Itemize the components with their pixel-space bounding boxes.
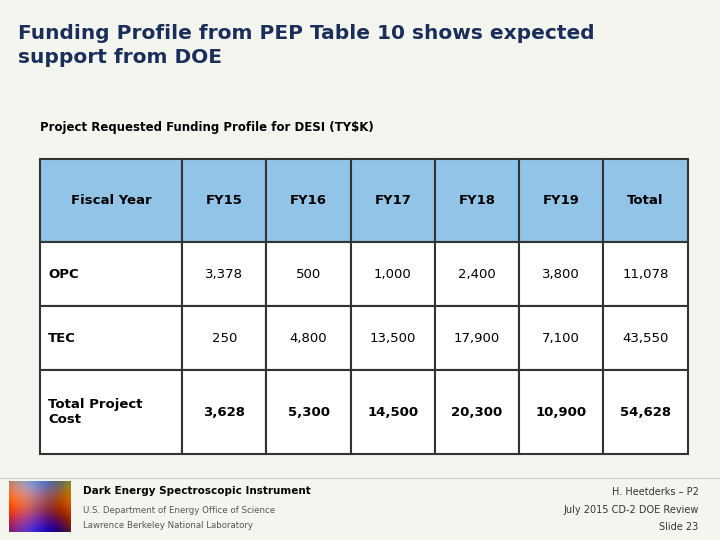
Bar — [40, 242, 182, 306]
Bar — [519, 242, 603, 306]
Text: 5,300: 5,300 — [287, 406, 330, 419]
Text: 4,800: 4,800 — [289, 332, 328, 345]
Text: 2,400: 2,400 — [458, 267, 496, 281]
Text: 10,900: 10,900 — [536, 406, 587, 419]
Bar — [266, 306, 351, 370]
Text: 17,900: 17,900 — [454, 332, 500, 345]
Text: FY17: FY17 — [374, 194, 411, 207]
Text: Fiscal Year: Fiscal Year — [71, 194, 151, 207]
Bar — [351, 306, 435, 370]
Text: TEC: TEC — [48, 332, 76, 345]
Bar — [603, 306, 688, 370]
Text: FY18: FY18 — [459, 194, 495, 207]
Bar — [435, 242, 519, 306]
Bar — [351, 159, 435, 242]
Bar — [182, 306, 266, 370]
Text: FY15: FY15 — [206, 194, 243, 207]
Text: Total: Total — [627, 194, 664, 207]
Text: 11,078: 11,078 — [622, 267, 669, 281]
Text: Project Requested Funding Profile for DESI (TY$K): Project Requested Funding Profile for DE… — [40, 121, 374, 134]
Bar — [435, 159, 519, 242]
Text: FY16: FY16 — [290, 194, 327, 207]
Text: 43,550: 43,550 — [622, 332, 669, 345]
Text: U.S. Department of Energy Office of Science: U.S. Department of Energy Office of Scie… — [83, 507, 275, 515]
Text: 1,000: 1,000 — [374, 267, 412, 281]
Bar — [519, 370, 603, 454]
Bar — [40, 306, 182, 370]
Text: 3,378: 3,378 — [205, 267, 243, 281]
Text: 13,500: 13,500 — [369, 332, 416, 345]
Bar — [603, 242, 688, 306]
Bar — [40, 159, 182, 242]
Bar — [266, 242, 351, 306]
Bar — [603, 159, 688, 242]
Bar — [519, 159, 603, 242]
Text: H. Heetderks – P2: H. Heetderks – P2 — [611, 487, 698, 497]
Bar — [351, 370, 435, 454]
Text: 54,628: 54,628 — [620, 406, 671, 419]
Bar — [351, 242, 435, 306]
Bar — [519, 306, 603, 370]
Text: 3,628: 3,628 — [203, 406, 246, 419]
Text: 20,300: 20,300 — [451, 406, 503, 419]
Bar — [603, 370, 688, 454]
Text: 7,100: 7,100 — [542, 332, 580, 345]
Bar — [435, 306, 519, 370]
Bar — [266, 370, 351, 454]
Text: Dark Energy Spectroscopic Instrument: Dark Energy Spectroscopic Instrument — [83, 486, 310, 496]
Text: Lawrence Berkeley National Laboratory: Lawrence Berkeley National Laboratory — [83, 521, 253, 530]
Text: 500: 500 — [296, 267, 321, 281]
Text: July 2015 CD-2 DOE Review: July 2015 CD-2 DOE Review — [563, 505, 698, 515]
Bar — [435, 370, 519, 454]
Bar — [182, 159, 266, 242]
Text: FY19: FY19 — [543, 194, 580, 207]
Text: Total Project
Cost: Total Project Cost — [48, 398, 143, 426]
Bar — [182, 242, 266, 306]
Text: Slide 23: Slide 23 — [659, 523, 698, 532]
Text: 3,800: 3,800 — [542, 267, 580, 281]
Text: OPC: OPC — [48, 267, 79, 281]
Text: Funding Profile from PEP Table 10 shows expected
support from DOE: Funding Profile from PEP Table 10 shows … — [18, 24, 595, 67]
Bar — [182, 370, 266, 454]
Bar — [266, 159, 351, 242]
Text: 14,500: 14,500 — [367, 406, 418, 419]
Text: 250: 250 — [212, 332, 237, 345]
Bar — [40, 370, 182, 454]
